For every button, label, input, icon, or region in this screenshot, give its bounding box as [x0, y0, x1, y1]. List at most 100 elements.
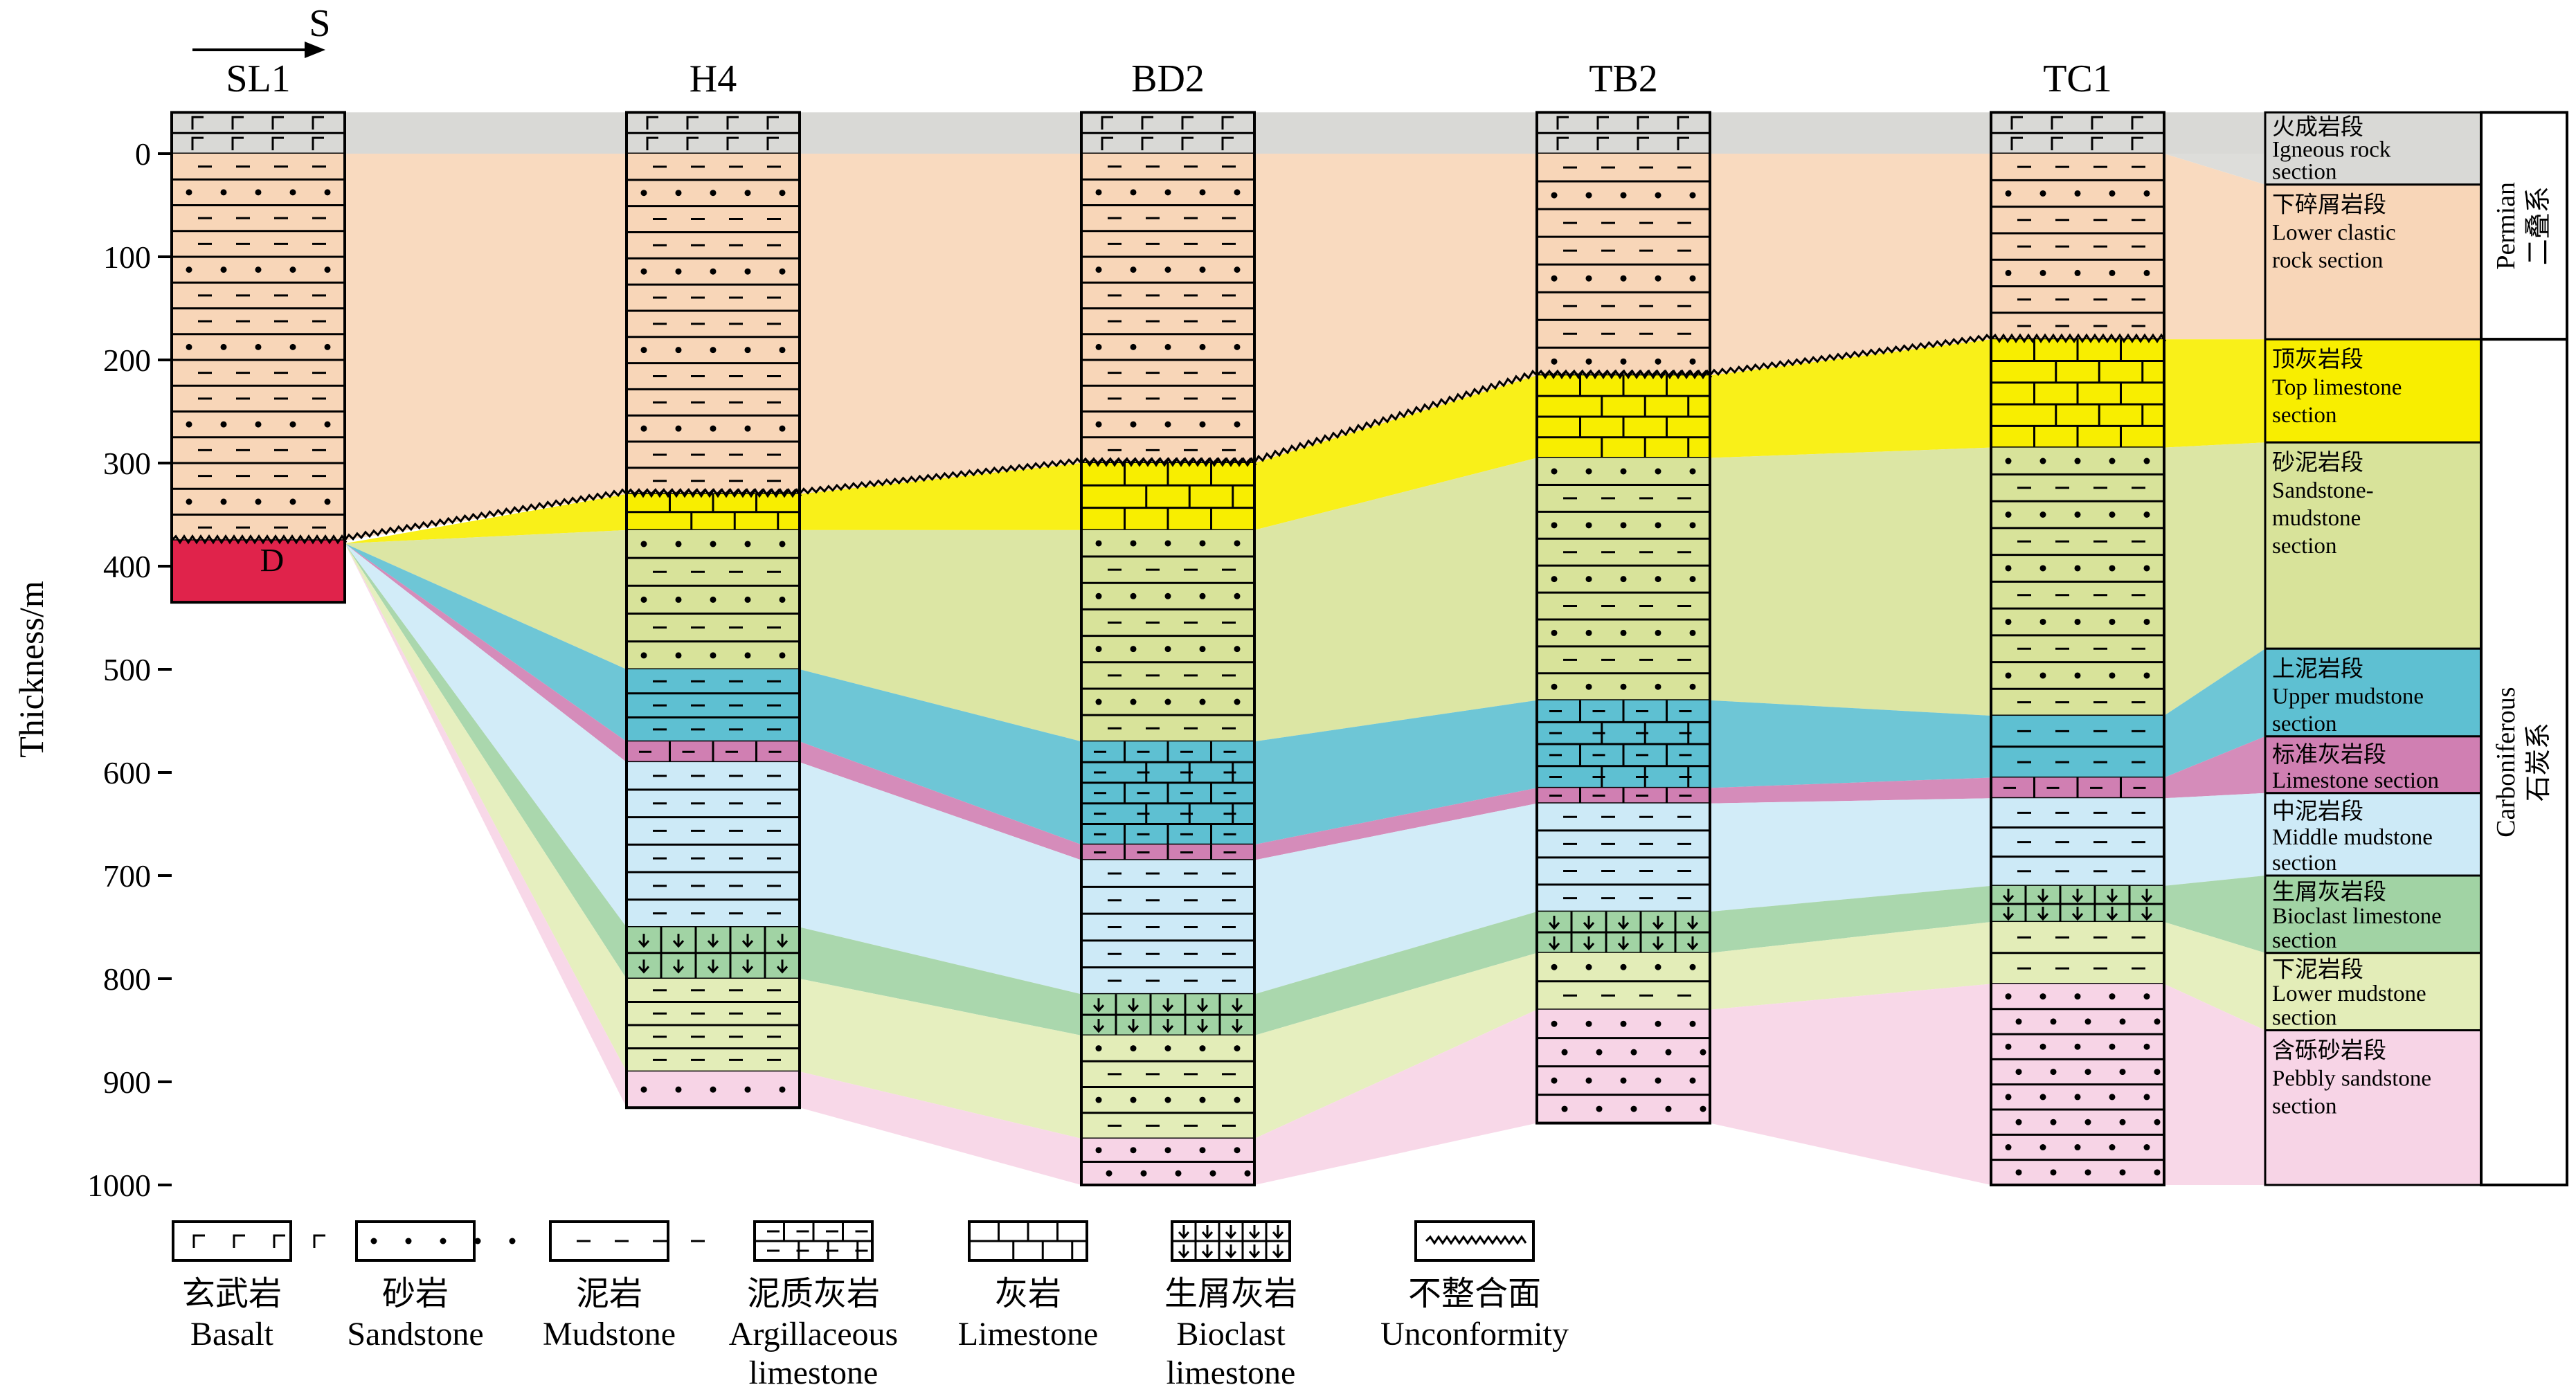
- sand-dot: [2039, 512, 2046, 518]
- sand-dot: [1620, 963, 1627, 970]
- sand-dot: [1234, 343, 1241, 350]
- sand-dot: [1630, 1105, 1637, 1112]
- sand-dot: [2143, 618, 2150, 625]
- basalt-symbol: [1677, 136, 1689, 151]
- section-box: [2264, 441, 2483, 650]
- section-name-en: section: [2272, 1094, 2336, 1119]
- sand-dot: [1655, 963, 1661, 970]
- sand-dot: [675, 541, 682, 547]
- sand-dot: [1164, 1096, 1171, 1103]
- sand-dot: [640, 596, 647, 603]
- bioclast-symbol: [2071, 913, 2084, 921]
- sand-dot: [324, 421, 331, 428]
- sand-dot: [1655, 576, 1661, 583]
- sand-dot: [1620, 275, 1627, 282]
- sand-dot: [2050, 1119, 2057, 1125]
- sand-dot: [744, 268, 751, 275]
- basalt-symbol: [1181, 116, 1194, 130]
- system-1: Carboniferous 石炭系: [2480, 338, 2568, 1187]
- sand-dot: [2039, 190, 2046, 197]
- sand-dot: [2109, 993, 2116, 1000]
- sand-dot: [1655, 192, 1661, 199]
- sand-dot: [1199, 266, 1206, 273]
- sand-dot: [1620, 522, 1627, 529]
- sand-dot: [1585, 192, 1592, 199]
- sand-dot: [1199, 189, 1206, 196]
- section-name-en: section: [2272, 403, 2336, 428]
- direction-label: S: [309, 2, 330, 45]
- sand-dot: [289, 189, 296, 196]
- sand-dot: [779, 596, 786, 603]
- sand-dot: [1585, 629, 1592, 636]
- y-tick-label: 300: [103, 446, 151, 481]
- direction-indicator: S: [192, 2, 331, 58]
- bioclast-symbol: [2071, 894, 2084, 903]
- section-box: [2264, 952, 2483, 1031]
- legend-label-en: limestone: [749, 1355, 879, 1391]
- legend-frame: [753, 1220, 874, 1262]
- basalt-symbol: [1596, 136, 1609, 151]
- devonian-label: D: [260, 542, 285, 579]
- basalt-symbol: [273, 1234, 285, 1248]
- sand-dot: [1620, 629, 1627, 636]
- section-2: 顶灰岩段 Top limestone section: [2264, 338, 2483, 444]
- section-box: [2264, 647, 2483, 738]
- sand-dot: [2074, 672, 2081, 679]
- y-tick-label: 0: [135, 136, 151, 172]
- section-name-en: section: [2272, 712, 2336, 736]
- sand-dot: [1130, 189, 1137, 196]
- sand-dot: [2015, 1169, 2022, 1176]
- legend-frame: [355, 1220, 476, 1262]
- sand-dot: [1630, 1049, 1637, 1056]
- well-name: TB2: [1589, 57, 1658, 100]
- sand-dot: [324, 189, 331, 196]
- legend-label-zh: 生屑灰岩: [1164, 1276, 1297, 1312]
- sand-dot: [1164, 540, 1171, 547]
- bioclast-symbol: [776, 966, 789, 974]
- basalt-symbol: [271, 136, 284, 151]
- sand-dot: [2109, 269, 2116, 276]
- section-name-en: Middle mudstone: [2272, 825, 2433, 850]
- bioclast-symbol: [776, 940, 789, 948]
- legend-swatch: [173, 1222, 291, 1260]
- sand-dot: [1561, 1105, 1568, 1112]
- basalt-symbol: [231, 136, 244, 151]
- sand-dot: [255, 266, 262, 273]
- legend-label-en: Bioclast: [1176, 1316, 1286, 1352]
- sand-dot: [744, 347, 751, 354]
- sand-dot: [2074, 512, 2081, 518]
- sand-dot: [1585, 1020, 1592, 1027]
- sand-dot: [1585, 1077, 1592, 1084]
- sand-dot: [710, 347, 717, 354]
- basalt-symbol: [1677, 116, 1689, 130]
- sand-dot: [2074, 269, 2081, 276]
- sand-dot: [1095, 421, 1102, 428]
- sand-dot: [2050, 1018, 2057, 1025]
- sand-dot: [1164, 266, 1171, 273]
- sand-dot: [2084, 1169, 2091, 1176]
- sand-dot: [255, 189, 262, 196]
- bioclast-symbol: [1178, 1231, 1190, 1240]
- well-name: BD2: [1131, 57, 1205, 100]
- sand-dot: [1620, 1020, 1627, 1027]
- sand-dot: [1620, 683, 1627, 690]
- basalt-symbol: [231, 116, 244, 130]
- bioclast-symbol: [1225, 1251, 1237, 1259]
- well-column-h4: H4: [625, 57, 802, 1110]
- basalt-symbol: [646, 116, 658, 130]
- bioclast-symbol: [1248, 1231, 1261, 1240]
- sand-dot: [289, 498, 296, 505]
- layer: [172, 540, 345, 603]
- y-tick-label: 800: [103, 961, 151, 997]
- system-name-zh: 石炭系: [2524, 723, 2553, 802]
- sand-dot: [779, 268, 786, 275]
- y-tick-label: 400: [103, 549, 151, 584]
- regional-unconformity: [343, 488, 628, 541]
- basalt-symbol: [1141, 136, 1153, 151]
- sand-dot: [2143, 269, 2150, 276]
- sand-dot: [1130, 698, 1137, 705]
- bioclast-symbol: [1248, 1251, 1261, 1259]
- sand-dot: [2119, 1018, 2126, 1025]
